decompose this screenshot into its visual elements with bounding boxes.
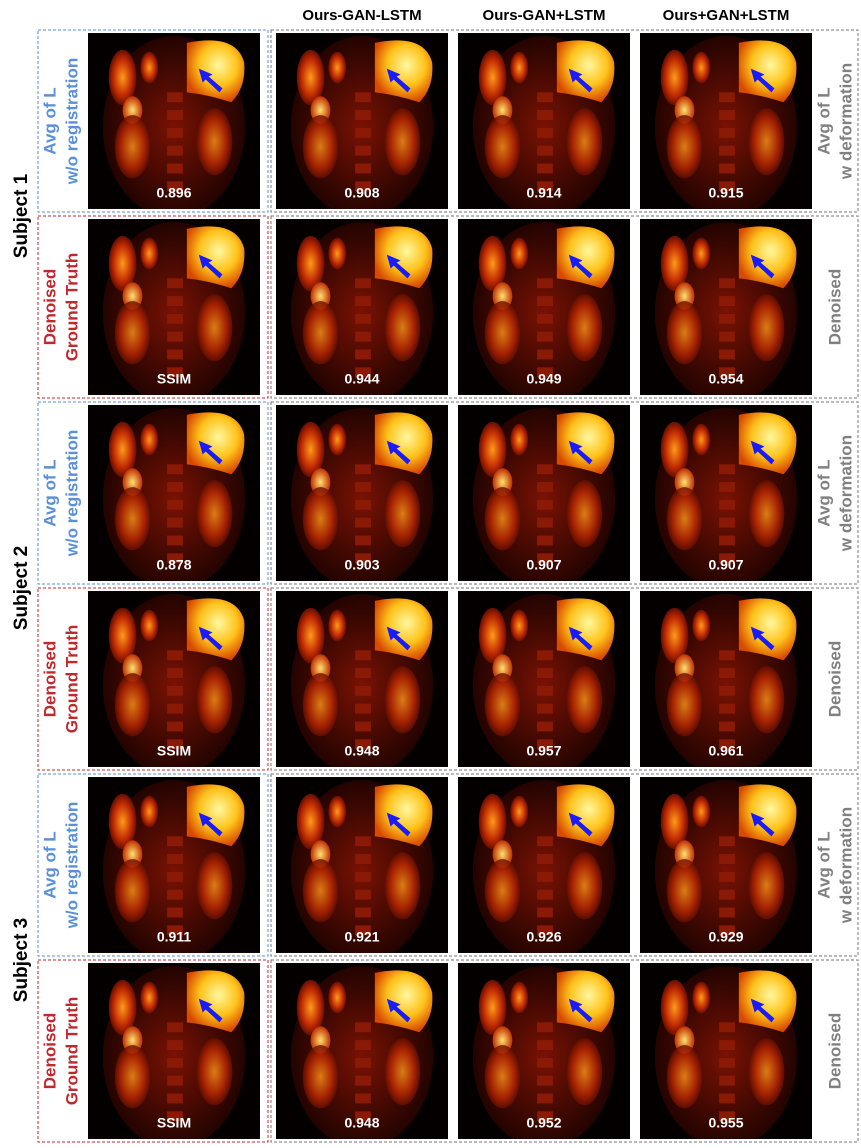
- row-label: w/o registration: [62, 802, 81, 930]
- row-label: Denoised: [825, 269, 844, 346]
- ssim-value: 0.944: [344, 371, 379, 387]
- row-label: Avg of L: [814, 87, 833, 154]
- ssim-value: 0.878: [156, 557, 191, 573]
- row-label: Denoised: [825, 641, 844, 718]
- ssim-value: 0.929: [708, 929, 743, 945]
- row-label: Avg of L: [814, 459, 833, 526]
- ssim-value: 0.921: [344, 929, 379, 945]
- row-label: Denoised: [40, 269, 59, 346]
- ssim-value: 0.907: [526, 557, 561, 573]
- row-label: Avg of L: [814, 831, 833, 898]
- subject-label: Subject 1: [11, 173, 32, 258]
- row-label: Ground Truth: [62, 997, 81, 1106]
- left-frame: [37, 29, 269, 213]
- compare-frame: [270, 215, 859, 399]
- row-label: Avg of L: [40, 87, 59, 154]
- ssim-value: 0.952: [526, 1115, 561, 1131]
- column-header: Ours-GAN-LSTM: [302, 7, 421, 24]
- ssim-value: 0.896: [156, 185, 191, 201]
- ssim-value: 0.903: [344, 557, 379, 573]
- ssim-value: SSIM: [157, 743, 191, 759]
- left-frame: [37, 401, 269, 585]
- ssim-value: 0.908: [344, 185, 379, 201]
- ssim-value: 0.949: [526, 371, 561, 387]
- ssim-value: 0.926: [526, 929, 561, 945]
- ssim-value: 0.954: [708, 371, 743, 387]
- compare-frame: [270, 959, 859, 1143]
- ssim-value: 0.915: [708, 185, 743, 201]
- row-label: Denoised: [825, 1013, 844, 1090]
- row-label: w deformation: [836, 435, 855, 552]
- ssim-value: 0.911: [157, 929, 191, 945]
- column-header: Ours-GAN+LSTM: [483, 7, 606, 24]
- row-label: w deformation: [836, 807, 855, 924]
- row-label: w deformation: [836, 63, 855, 180]
- compare-frame: [270, 773, 859, 957]
- compare-frame: [270, 587, 859, 771]
- left-frame: [37, 587, 269, 771]
- subject-label: Subject 3: [11, 918, 32, 1002]
- row-label: Avg of L: [40, 831, 59, 898]
- ssim-value: 0.955: [708, 1115, 743, 1131]
- ssim-value: SSIM: [157, 371, 191, 387]
- ssim-value: 0.957: [526, 743, 561, 759]
- ssim-value: SSIM: [157, 1115, 191, 1131]
- left-frame: [37, 959, 269, 1143]
- row-label: Ground Truth: [62, 625, 81, 734]
- row-label: w/o registration: [62, 430, 81, 558]
- row-label: Ground Truth: [62, 253, 81, 362]
- column-header: Ours+GAN+LSTM: [663, 7, 790, 24]
- left-frame: [37, 215, 269, 399]
- row-label: Avg of L: [40, 459, 59, 526]
- row-label: Denoised: [40, 1013, 59, 1090]
- ssim-value: 0.961: [708, 743, 743, 759]
- ssim-value: 0.948: [344, 743, 379, 759]
- subject-label: Subject 2: [11, 546, 32, 630]
- ssim-value: 0.914: [526, 185, 561, 201]
- compare-frame: [270, 401, 859, 585]
- row-label: w/o registration: [62, 58, 81, 186]
- ssim-value: 0.948: [344, 1115, 379, 1131]
- compare-frame: [270, 29, 859, 213]
- ssim-value: 0.907: [708, 557, 743, 573]
- row-label: Denoised: [40, 641, 59, 718]
- left-frame: [37, 773, 269, 957]
